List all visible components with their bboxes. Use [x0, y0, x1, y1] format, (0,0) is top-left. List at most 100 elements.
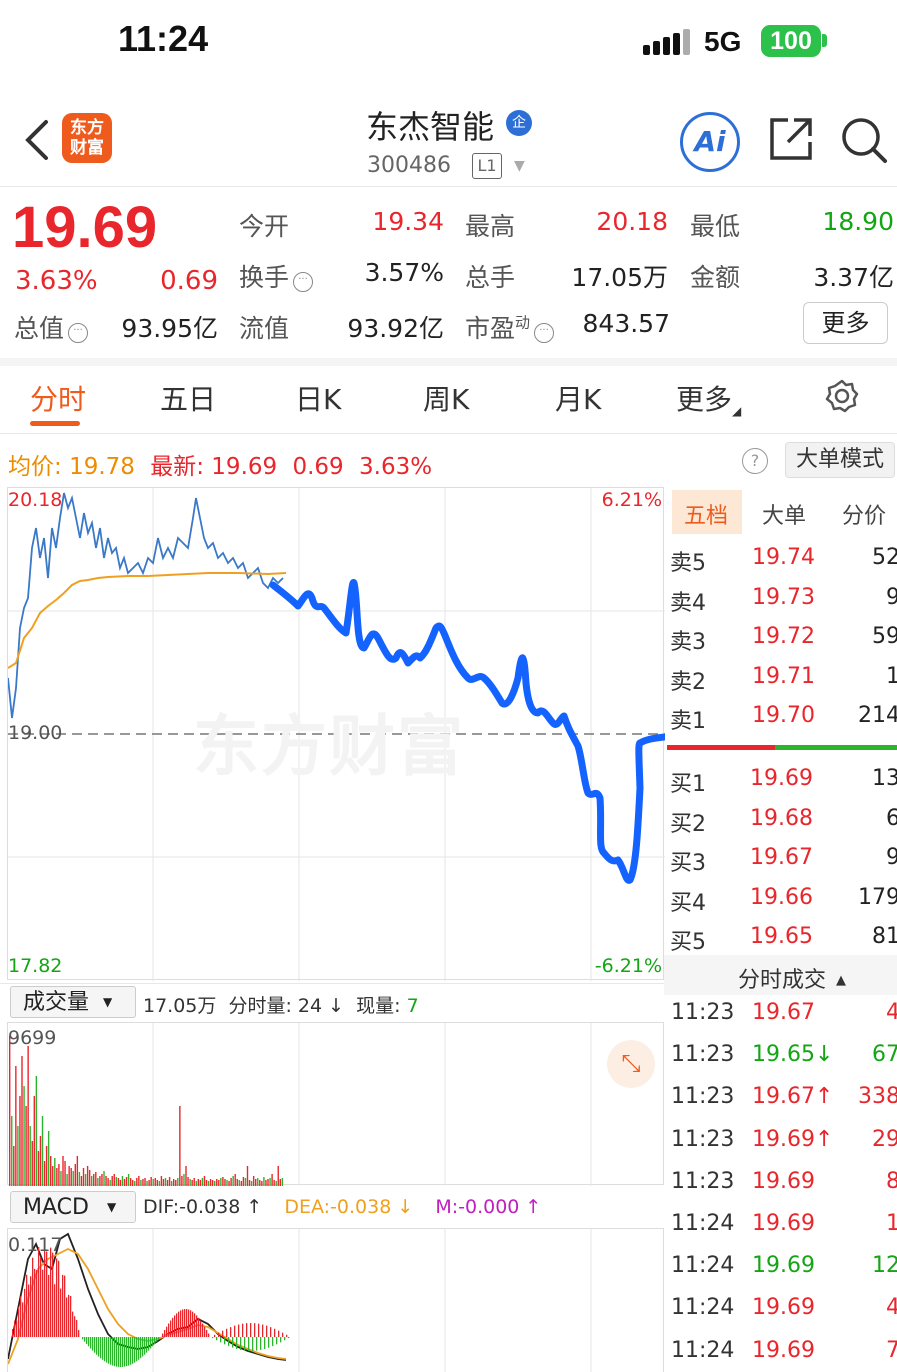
turnover-label[interactable]: 换手 ···: [239, 258, 314, 294]
tab-five-day[interactable]: 五日: [160, 383, 217, 416]
macd-bar: [230, 1327, 232, 1337]
macd-bar: [132, 1337, 134, 1364]
tab-daily-k[interactable]: 日K: [295, 383, 342, 416]
trade-volume: 8: [886, 1168, 897, 1194]
ask-price[interactable]: 19.71: [752, 663, 815, 689]
bid-price[interactable]: 19.68: [750, 805, 813, 831]
pe-label[interactable]: 市盈动 ···: [465, 309, 555, 345]
volume-bar: [82, 1168, 85, 1186]
volume-bar: [166, 1180, 169, 1186]
tab-intraday[interactable]: 分时: [30, 383, 87, 416]
macd-bar: [136, 1337, 138, 1362]
macd-bar: [212, 1337, 214, 1339]
volume-bar: [168, 1177, 171, 1186]
expand-icon[interactable]: ⤡: [607, 1040, 655, 1088]
caret-down-icon[interactable]: ▼: [514, 158, 525, 174]
volume-bar: [66, 1174, 68, 1186]
tabs-divider: [0, 433, 897, 434]
info-icon[interactable]: ···: [534, 323, 555, 343]
volume-bar: [242, 1177, 245, 1186]
volume-bar: [211, 1180, 214, 1186]
macd-bar: [270, 1327, 272, 1337]
bid-volume: 179: [858, 884, 897, 910]
macd-bar: [258, 1323, 260, 1337]
bid-price[interactable]: 19.69: [750, 766, 813, 791]
macd-bar: [166, 1326, 168, 1337]
tab-weekly-k[interactable]: 周K: [423, 383, 470, 416]
macd-bar: [280, 1337, 282, 1343]
volume-bar: [267, 1179, 269, 1186]
volume-bar: [259, 1180, 261, 1186]
volume-selector[interactable]: 成交量 ▼: [10, 986, 136, 1018]
gear-icon[interactable]: [824, 378, 860, 414]
macd-bar: [122, 1337, 124, 1367]
volume-bar: [257, 1178, 259, 1186]
volume-bar: [33, 1096, 35, 1186]
trade-volume: 4: [886, 1295, 897, 1321]
macd-bar: [78, 1330, 80, 1337]
macd-bar: [86, 1337, 88, 1345]
stock-code[interactable]: 300486: [367, 153, 451, 178]
stock-name[interactable]: 东杰智能: [366, 108, 495, 146]
more-quote-button[interactable]: 更多: [803, 302, 888, 344]
ask-volume: 1: [886, 663, 897, 689]
volume-bar: [220, 1178, 222, 1186]
macd-bar: [162, 1333, 164, 1337]
back-button[interactable]: [22, 118, 52, 173]
volume-bar: [244, 1178, 247, 1186]
tab-five-levels[interactable]: 五档: [684, 504, 729, 529]
macd-bar: [116, 1337, 118, 1367]
trade-volume: 29: [872, 1126, 897, 1152]
volume-chart[interactable]: [7, 1022, 664, 1186]
info-icon[interactable]: ···: [68, 323, 89, 343]
help-icon[interactable]: ?: [742, 448, 768, 474]
macd-bar: [238, 1324, 240, 1337]
volume-bar: [279, 1179, 281, 1186]
ask-price[interactable]: 19.73: [752, 584, 815, 610]
mktcap-label[interactable]: 总值 ···: [14, 309, 89, 345]
macd-bar: [16, 1320, 18, 1337]
volume-bar: [70, 1168, 72, 1186]
turnover-value: 3.57%: [364, 258, 444, 287]
macd-bar: [64, 1275, 66, 1337]
macd-bar: [150, 1337, 152, 1349]
app-logo[interactable]: 东方财富: [62, 113, 112, 163]
trade-time: 11:24: [671, 1295, 735, 1321]
tab-price-dist[interactable]: 分价: [842, 504, 887, 529]
big-order-mode-button[interactable]: 大单模式: [785, 442, 895, 478]
macd-chart[interactable]: [7, 1228, 664, 1372]
trades-header-bg: [664, 955, 897, 995]
trades-title[interactable]: 分时成交 ▲: [738, 962, 846, 994]
share-icon[interactable]: [768, 116, 814, 162]
bid-price[interactable]: 19.65: [750, 924, 813, 949]
trade-price: 19.65↓: [752, 1042, 834, 1068]
ask-price[interactable]: 19.74: [752, 545, 815, 570]
volume-bar: [115, 1177, 117, 1186]
chevron-left-icon[interactable]: [22, 118, 52, 162]
macd-bar: [234, 1325, 236, 1337]
avg-price-line: 均价: 19.78 最新: 19.69 0.69 3.63%: [8, 447, 432, 481]
ask-price[interactable]: 19.70: [752, 703, 815, 728]
volume-bar: [197, 1179, 199, 1186]
volume-info: 17.05万 分时量: 24 ↓ 现量: 7: [143, 991, 419, 1018]
macd-selector[interactable]: MACD ▼: [10, 1191, 136, 1223]
ai-button[interactable]: Ai: [680, 112, 740, 172]
macd-bar: [20, 1296, 22, 1337]
bid-price[interactable]: 19.66: [750, 884, 813, 910]
trade-time: 11:23: [671, 1000, 735, 1025]
tab-monthly-k[interactable]: 月K: [555, 383, 602, 416]
ask-price[interactable]: 19.72: [752, 624, 815, 649]
tab-big-orders[interactable]: 大单: [762, 504, 807, 529]
intraday-chart[interactable]: 东方财富: [7, 487, 665, 981]
tab-more[interactable]: 更多◢: [676, 378, 741, 418]
volume-bar: [117, 1178, 120, 1186]
macd-bar: [252, 1337, 254, 1351]
volume-bar: [11, 1116, 13, 1186]
bid-price[interactable]: 19.67: [750, 845, 813, 870]
macd-bar: [46, 1251, 48, 1337]
trade-price: 19.69: [752, 1295, 815, 1321]
info-icon[interactable]: ···: [293, 272, 314, 292]
search-icon[interactable]: [840, 116, 888, 164]
macd-bar: [182, 1309, 184, 1337]
volume-bar: [261, 1181, 263, 1186]
